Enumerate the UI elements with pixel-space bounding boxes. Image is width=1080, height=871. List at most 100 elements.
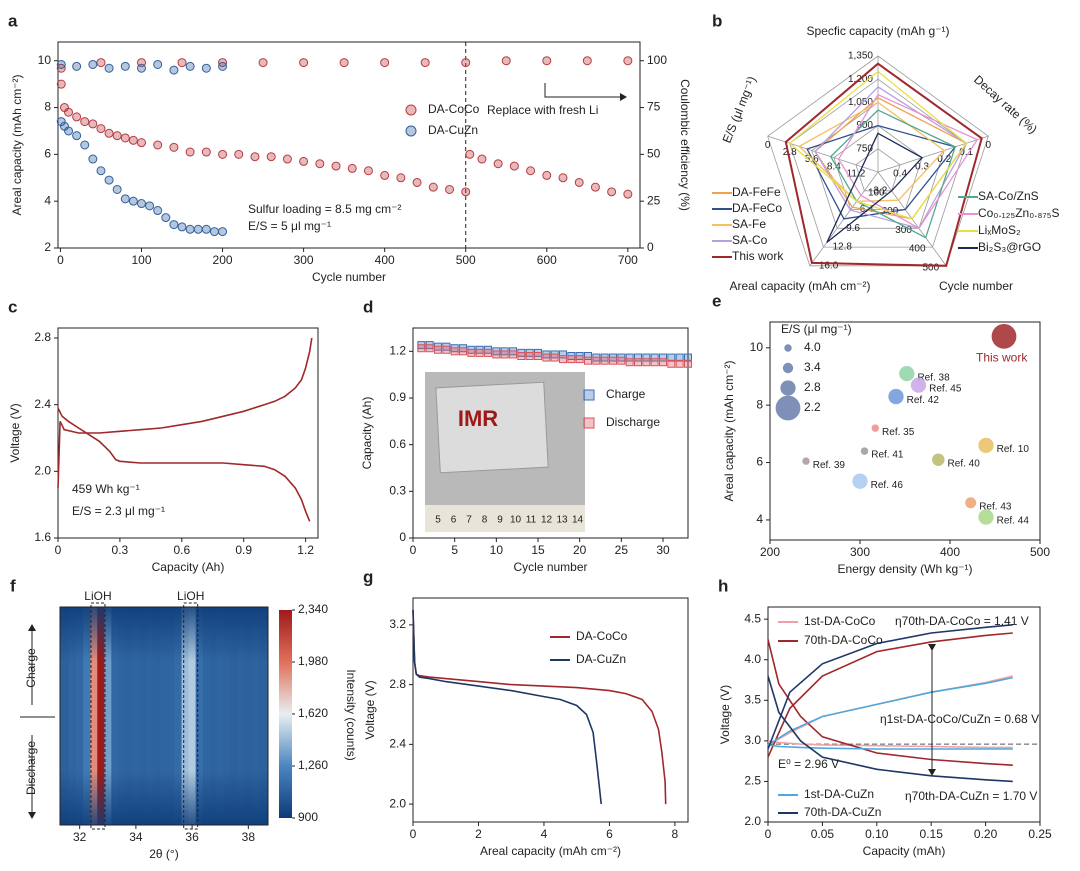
size-legend-label: 4.0 bbox=[804, 340, 821, 354]
marker bbox=[72, 112, 82, 122]
marker bbox=[461, 58, 471, 68]
radar-axis-title: Decay rate (%) bbox=[971, 72, 1040, 136]
y-tick-label: 0.3 bbox=[389, 484, 406, 498]
x-tick-label: 400 bbox=[940, 545, 960, 559]
marker bbox=[347, 163, 357, 173]
legend-label: DA-CuZn bbox=[576, 652, 626, 666]
peak-label: LiOH bbox=[177, 589, 204, 603]
marker bbox=[177, 58, 187, 68]
y-tick-label: 2.0 bbox=[744, 814, 761, 828]
x-tick-label: 700 bbox=[618, 253, 638, 267]
marker bbox=[161, 213, 171, 223]
radar-tick-label: 0 bbox=[765, 140, 771, 151]
bubble-label: This work bbox=[976, 351, 1028, 365]
marker bbox=[218, 61, 228, 71]
x-tick-label: 2 bbox=[475, 827, 482, 841]
marker bbox=[582, 56, 592, 66]
y-tick-label: 10 bbox=[38, 53, 52, 67]
x-axis-label: Areal capacity (mAh cm⁻²) bbox=[480, 844, 621, 858]
marker bbox=[185, 224, 195, 234]
y-tick-label: 2.4 bbox=[389, 737, 406, 751]
annotation: E⁰ = 2.96 V bbox=[778, 757, 839, 771]
y2-tick-label: 75 bbox=[647, 100, 661, 114]
marker bbox=[425, 344, 434, 353]
radar-tick-label: 100 bbox=[868, 187, 885, 198]
y-tick-label: 4 bbox=[44, 193, 51, 207]
bubble-label: Ref. 35 bbox=[882, 427, 915, 438]
legend-marker bbox=[583, 389, 595, 401]
radar-series bbox=[788, 70, 968, 220]
marker bbox=[493, 159, 503, 169]
bubble bbox=[965, 497, 977, 509]
marker bbox=[299, 156, 309, 166]
marker bbox=[590, 182, 600, 192]
marker bbox=[315, 159, 325, 169]
marker bbox=[559, 350, 567, 359]
x-tick-label: 20 bbox=[573, 543, 587, 557]
legend-label: Charge bbox=[606, 387, 646, 401]
y-tick-label: 2.5 bbox=[744, 774, 761, 788]
panel-letter: b bbox=[712, 11, 722, 30]
x-tick-label: 600 bbox=[537, 253, 557, 267]
plot-frame bbox=[57, 327, 319, 539]
colorbar-tick-label: 1,260 bbox=[298, 758, 328, 772]
legend-label: SA-Co/ZnS bbox=[978, 189, 1039, 203]
marker bbox=[434, 345, 442, 354]
bubble bbox=[910, 377, 927, 393]
bubble bbox=[932, 453, 945, 466]
annotation: Sulfur loading = 8.5 mg cm⁻² bbox=[248, 202, 401, 216]
ruler-label: 7 bbox=[466, 515, 472, 526]
panel-letter: h bbox=[718, 576, 728, 595]
marker bbox=[642, 353, 651, 362]
x-tick-label: 0.25 bbox=[1028, 827, 1052, 841]
annotation: η1st-DA-CoCo/CuZn = 0.68 V bbox=[880, 712, 1039, 726]
radar-tick-label: 3.2 bbox=[873, 185, 887, 196]
marker bbox=[659, 353, 667, 362]
marker bbox=[185, 147, 195, 157]
y-tick-label: 0.9 bbox=[389, 390, 406, 404]
bubble-label: Ref. 10 bbox=[997, 444, 1030, 455]
y-tick-label: 0 bbox=[399, 530, 406, 544]
annotation: E/S = 2.3 μl mg⁻¹ bbox=[72, 504, 165, 518]
colorbar-tick-label: 1,980 bbox=[298, 654, 328, 668]
panel-letter: g bbox=[363, 567, 373, 586]
marker bbox=[500, 350, 509, 359]
marker bbox=[96, 166, 106, 176]
marker bbox=[201, 224, 211, 234]
marker bbox=[650, 353, 659, 362]
marker bbox=[339, 58, 349, 68]
marker bbox=[380, 58, 390, 68]
colorbar-tick-label: 900 bbox=[298, 810, 318, 824]
x-tick-label: 6 bbox=[606, 827, 613, 841]
marker bbox=[128, 135, 138, 145]
legend-label: Discharge bbox=[606, 415, 660, 429]
marker bbox=[675, 359, 684, 368]
x-axis-label: Cycle number bbox=[312, 270, 386, 284]
bubble-label: Ref. 39 bbox=[813, 460, 846, 471]
x-tick-label: 300 bbox=[850, 545, 870, 559]
y2-tick-label: 25 bbox=[647, 193, 661, 207]
size-legend-label: 2.2 bbox=[804, 400, 821, 414]
size-legend-marker bbox=[782, 362, 794, 374]
marker bbox=[542, 56, 552, 66]
marker bbox=[623, 56, 633, 66]
marker bbox=[509, 161, 519, 171]
x-tick-label: 0.6 bbox=[173, 543, 190, 557]
marker bbox=[120, 194, 130, 204]
bubble-label: Ref. 38 bbox=[917, 372, 950, 383]
x-tick-label: 0 bbox=[765, 827, 772, 841]
plot-frame bbox=[769, 321, 1041, 541]
marker bbox=[574, 177, 584, 187]
marker bbox=[420, 58, 430, 68]
marker bbox=[501, 56, 511, 66]
annotation: Replace with fresh Li bbox=[487, 103, 598, 117]
x-tick-label: 10 bbox=[490, 543, 504, 557]
y-tick-label: 2.0 bbox=[389, 796, 406, 810]
radar-series bbox=[814, 86, 968, 230]
marker bbox=[492, 350, 501, 359]
row-label: Discharge bbox=[24, 741, 38, 795]
panel-letter: f bbox=[10, 576, 16, 595]
x-tick-label: 0.9 bbox=[235, 543, 252, 557]
radar-ring bbox=[855, 148, 901, 192]
